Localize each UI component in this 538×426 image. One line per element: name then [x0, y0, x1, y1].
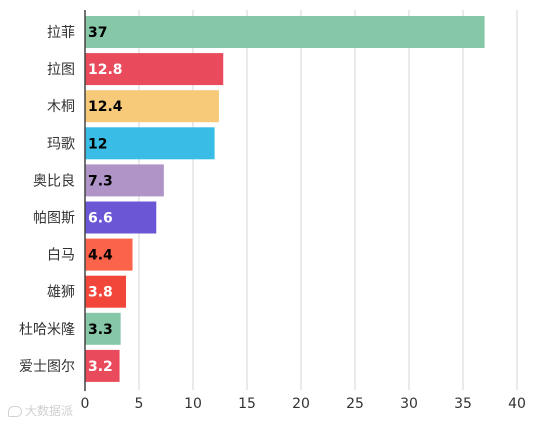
x-tick-label: 25: [346, 396, 364, 412]
bar: [85, 238, 133, 271]
watermark-text: 大数据派: [25, 404, 74, 418]
bar: [85, 90, 219, 123]
bar: [85, 312, 121, 345]
bar: [85, 275, 127, 308]
x-tick-label: 40: [508, 396, 526, 412]
x-tick-label: 5: [135, 396, 144, 412]
category-label: 帕图斯: [33, 211, 75, 227]
category-label: 白马: [47, 248, 75, 264]
bar-value-label: 3.3: [88, 322, 113, 338]
category-label: 拉图: [47, 62, 75, 78]
x-tick-label: 10: [184, 396, 202, 412]
x-tick-label: 15: [238, 396, 256, 412]
category-label: 杜哈米隆: [19, 322, 75, 338]
bar-value-label: 3.8: [88, 285, 113, 301]
category-label: 奥比良: [33, 172, 75, 189]
bar-value-label: 6.6: [88, 211, 113, 227]
x-tick-label: 35: [454, 396, 472, 412]
x-tick-label: 20: [292, 396, 310, 412]
bar: [85, 349, 120, 382]
bar-value-label: 4.4: [88, 248, 113, 264]
watermark-logo-icon: [8, 406, 22, 417]
watermark: 大数据派: [8, 402, 73, 419]
bar-value-label: 12.4: [88, 99, 123, 115]
bar: [85, 127, 215, 160]
bar: [85, 16, 485, 48]
category-label: 拉菲: [47, 25, 75, 41]
x-tick-label: 30: [400, 396, 418, 412]
bar: [85, 164, 164, 197]
category-label: 爱士图尔: [19, 359, 75, 375]
category-label: 木桐: [47, 99, 75, 115]
bar: [85, 53, 224, 86]
category-label: 玛歌: [47, 136, 75, 152]
bar: [85, 201, 157, 234]
x-tick-label: 0: [81, 396, 90, 412]
bar-value-label: 3.2: [88, 359, 113, 375]
bar-value-label: 12.8: [88, 62, 123, 78]
category-label: 雄狮: [47, 285, 75, 301]
bar-value-label: 7.3: [88, 173, 113, 189]
bar-value-label: 37: [88, 25, 107, 41]
bar-value-label: 12: [88, 136, 107, 152]
